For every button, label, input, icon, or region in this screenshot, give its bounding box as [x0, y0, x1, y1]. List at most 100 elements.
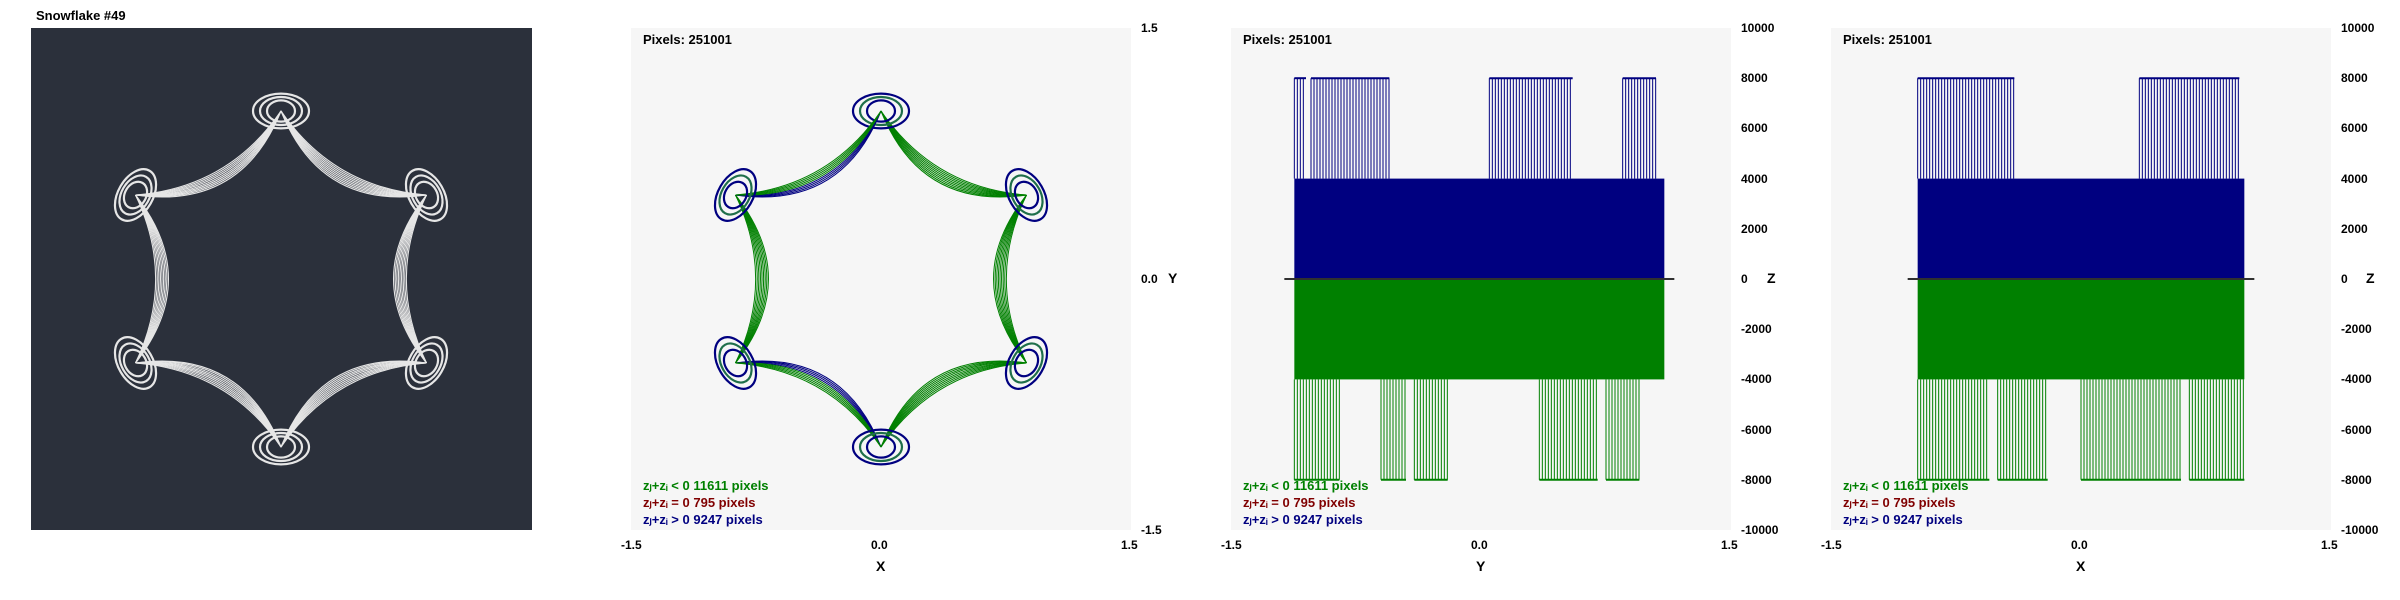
- negative-spike-cluster: [1605, 379, 1640, 481]
- z-tick: -10000: [2341, 523, 2379, 537]
- arc-line: [135, 362, 282, 448]
- snowflake-image: [113, 92, 449, 466]
- arc-line: [135, 110, 282, 197]
- legend-zero: zⱼ+zᵢ = 0 795 pixels: [643, 495, 756, 510]
- arc-line: [880, 362, 1027, 448]
- legend-positive: zⱼ+zᵢ > 0 9247 pixels: [1243, 512, 1363, 527]
- arc-line: [735, 194, 758, 364]
- z-tick: 6000: [1741, 121, 1768, 136]
- snowflake-node: [851, 428, 911, 466]
- x-axis-label: Y: [1476, 558, 1486, 574]
- arc-line: [735, 362, 882, 448]
- legend-negative: zⱼ+zᵢ < 0 11611 pixels: [643, 478, 769, 493]
- arc-line: [735, 110, 882, 196]
- arc-line: [1001, 194, 1027, 364]
- yz-plot-canvas: [1284, 77, 1675, 481]
- arc-line: [280, 110, 427, 196]
- z-tick: 0: [2341, 272, 2348, 286]
- legend-negative: zⱼ+zᵢ < 0 11611 pixels: [1243, 478, 1369, 493]
- arc-line: [280, 110, 427, 196]
- x-tick: 1.5: [2321, 538, 2338, 552]
- z-tick: -6000: [1741, 422, 1772, 437]
- z-tick: -2000: [1741, 322, 1772, 337]
- snowflake-node: [851, 92, 911, 130]
- y-tick: 1.5: [1141, 21, 1158, 35]
- x-tick: 0.0: [1471, 538, 1488, 552]
- arc-line: [405, 194, 427, 364]
- z-tick: -4000: [1741, 372, 1772, 387]
- snowflake-node: [713, 168, 758, 222]
- positive-band: [1294, 178, 1665, 279]
- arc-line: [735, 110, 882, 196]
- pixels-count: Pixels: 251001: [1243, 32, 1332, 47]
- arc-line: [735, 110, 882, 196]
- x-axis-label: X: [876, 558, 886, 574]
- snowflake-render: [31, 28, 532, 530]
- pixels-count: Pixels: 251001: [643, 32, 732, 47]
- snowflake-node: [251, 428, 311, 466]
- arc-line: [880, 110, 1027, 198]
- y-tick: -1.5: [1141, 523, 1162, 537]
- arc-line: [280, 110, 427, 197]
- z-tick: 2000: [1741, 221, 1768, 236]
- yz-plot: Pixels: 251001 zⱼ+zᵢ < 0 11611 pixels zⱼ…: [1231, 28, 1731, 530]
- z-tick: -2000: [2341, 322, 2372, 337]
- snowflake-node: [404, 336, 449, 390]
- arc-line: [735, 194, 757, 364]
- z-tick: 8000: [2341, 71, 2368, 86]
- y-axis-label: Z: [2366, 270, 2375, 286]
- x-axis-label: X: [2076, 558, 2086, 574]
- snowflake-node: [1004, 168, 1049, 222]
- pixels-count: Pixels: 251001: [1843, 32, 1932, 47]
- arc-line: [880, 110, 1027, 196]
- x-tick: 0.0: [2071, 538, 2088, 552]
- arc-line: [999, 194, 1027, 364]
- arc-line: [880, 110, 1027, 197]
- arc-line: [1005, 194, 1027, 364]
- arc-line: [735, 361, 882, 448]
- negative-band: [1917, 279, 2245, 380]
- arc-line: [1004, 194, 1027, 364]
- y-tick: 0.0: [1141, 272, 1158, 286]
- arc-line: [135, 362, 282, 448]
- xy-plot-canvas: [713, 92, 1049, 466]
- arc-line: [735, 362, 882, 448]
- arc-line: [735, 194, 760, 364]
- arc-line: [735, 110, 882, 196]
- y-axis-label: Z: [1767, 270, 1776, 286]
- arc-line: [135, 194, 158, 364]
- z-tick: -10000: [1741, 523, 1779, 537]
- positive-spike-cluster: [1917, 77, 2015, 179]
- arc-line: [735, 362, 882, 448]
- snowflake-node: [713, 336, 758, 390]
- arc-line: [880, 360, 1027, 448]
- positive-spike-cluster: [1488, 77, 1573, 179]
- arc-line: [1002, 194, 1027, 364]
- negative-spike-cluster: [1293, 379, 1340, 481]
- arc-line: [880, 362, 1027, 448]
- negative-spike-cluster: [1538, 379, 1598, 481]
- positive-band: [1917, 178, 2245, 279]
- z-tick: -8000: [1741, 472, 1772, 487]
- snowflake-node: [113, 336, 158, 390]
- negative-spike-cluster: [1997, 379, 2048, 481]
- z-tick: 2000: [2341, 221, 2368, 236]
- arc-line: [880, 110, 1027, 196]
- snowflake-node: [251, 92, 311, 130]
- negative-spike-cluster: [1380, 379, 1406, 481]
- arc-line: [404, 194, 427, 364]
- z-tick: -4000: [2341, 372, 2372, 387]
- z-tick: -6000: [2341, 422, 2372, 437]
- arc-line: [735, 110, 882, 196]
- snowflake-node: [404, 168, 449, 222]
- legend-zero: zⱼ+zᵢ = 0 795 pixels: [1843, 495, 1956, 510]
- positive-spike-cluster: [1310, 77, 1390, 179]
- snowflake-node: [113, 168, 158, 222]
- arc-line: [735, 110, 882, 197]
- arc-line: [280, 361, 427, 448]
- arc-line: [880, 361, 1027, 448]
- arc-line: [135, 194, 157, 364]
- arc-line: [880, 362, 1027, 448]
- snowflake-node: [1004, 336, 1049, 390]
- positive-spike-cluster: [1293, 77, 1306, 179]
